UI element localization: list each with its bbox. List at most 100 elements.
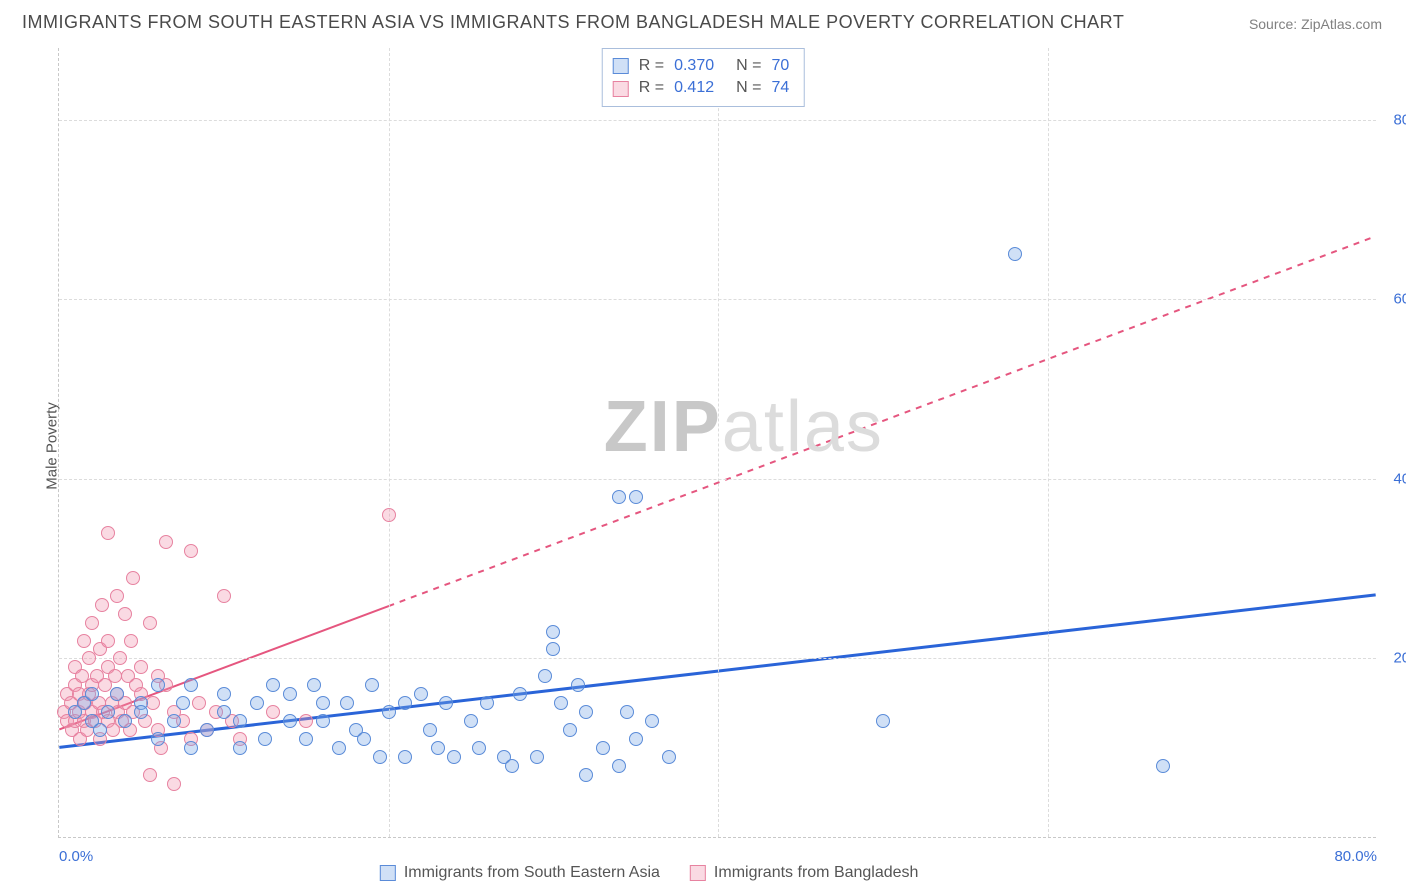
legend-stats: R =0.370N =70R =0.412N =74 bbox=[602, 48, 805, 107]
scatter-point-pink bbox=[113, 651, 127, 665]
scatter-point-blue bbox=[876, 714, 890, 728]
scatter-point-pink bbox=[159, 535, 173, 549]
legend-swatch bbox=[690, 865, 706, 881]
legend-n-value: 74 bbox=[771, 77, 789, 99]
y-tick-label: 20.0% bbox=[1381, 650, 1406, 667]
trend-line bbox=[388, 236, 1375, 606]
scatter-point-pink bbox=[101, 526, 115, 540]
x-tick-label: 0.0% bbox=[59, 848, 93, 865]
scatter-point-blue bbox=[612, 759, 626, 773]
scatter-point-blue bbox=[357, 732, 371, 746]
scatter-point-blue bbox=[571, 678, 585, 692]
scatter-point-pink bbox=[192, 696, 206, 710]
scatter-point-blue bbox=[398, 750, 412, 764]
scatter-point-pink bbox=[110, 589, 124, 603]
legend-r-value: 0.370 bbox=[674, 55, 714, 77]
scatter-point-blue bbox=[151, 678, 165, 692]
scatter-point-pink bbox=[85, 616, 99, 630]
legend-r-value: 0.412 bbox=[674, 77, 714, 99]
scatter-point-blue bbox=[629, 732, 643, 746]
scatter-point-pink bbox=[143, 616, 157, 630]
scatter-point-pink bbox=[126, 571, 140, 585]
scatter-point-blue bbox=[373, 750, 387, 764]
scatter-point-blue bbox=[217, 705, 231, 719]
scatter-point-blue bbox=[151, 732, 165, 746]
legend-swatch bbox=[613, 58, 629, 74]
scatter-point-blue bbox=[258, 732, 272, 746]
scatter-point-blue bbox=[283, 714, 297, 728]
scatter-point-blue bbox=[316, 714, 330, 728]
scatter-point-blue bbox=[480, 696, 494, 710]
legend-n-label: N = bbox=[736, 77, 761, 99]
scatter-point-blue bbox=[629, 490, 643, 504]
scatter-point-blue bbox=[447, 750, 461, 764]
scatter-point-blue bbox=[93, 723, 107, 737]
gridline-v bbox=[718, 48, 719, 837]
scatter-point-blue bbox=[662, 750, 676, 764]
scatter-point-pink bbox=[124, 634, 138, 648]
scatter-point-blue bbox=[596, 741, 610, 755]
scatter-point-blue bbox=[250, 696, 264, 710]
scatter-point-blue bbox=[217, 687, 231, 701]
scatter-point-pink bbox=[266, 705, 280, 719]
scatter-point-blue bbox=[620, 705, 634, 719]
y-tick-label: 60.0% bbox=[1381, 291, 1406, 308]
scatter-point-blue bbox=[645, 714, 659, 728]
scatter-point-pink bbox=[217, 589, 231, 603]
scatter-point-blue bbox=[233, 714, 247, 728]
scatter-point-blue bbox=[612, 490, 626, 504]
scatter-point-blue bbox=[1156, 759, 1170, 773]
scatter-point-blue bbox=[464, 714, 478, 728]
legend-r-label: R = bbox=[639, 77, 664, 99]
scatter-point-blue bbox=[307, 678, 321, 692]
scatter-point-blue bbox=[546, 625, 560, 639]
scatter-point-pink bbox=[134, 660, 148, 674]
legend-series: Immigrants from South Eastern Asia Immigr… bbox=[380, 864, 919, 882]
scatter-point-blue bbox=[431, 741, 445, 755]
scatter-point-blue bbox=[101, 705, 115, 719]
legend-series-item: Immigrants from Bangladesh bbox=[690, 864, 919, 882]
plot-area: ZIPatlas 20.0%40.0%60.0%80.0%0.0%80.0% bbox=[58, 48, 1376, 838]
scatter-point-blue bbox=[85, 687, 99, 701]
scatter-point-blue bbox=[382, 705, 396, 719]
scatter-point-blue bbox=[513, 687, 527, 701]
scatter-point-blue bbox=[472, 741, 486, 755]
scatter-point-blue bbox=[167, 714, 181, 728]
gridline-v bbox=[1048, 48, 1049, 837]
scatter-point-blue bbox=[546, 642, 560, 656]
scatter-point-blue bbox=[439, 696, 453, 710]
scatter-point-blue bbox=[554, 696, 568, 710]
scatter-point-pink bbox=[77, 634, 91, 648]
scatter-point-blue bbox=[530, 750, 544, 764]
scatter-point-pink bbox=[118, 607, 132, 621]
legend-stats-row: R = 0.412 N = 74 bbox=[613, 77, 790, 99]
scatter-point-blue bbox=[423, 723, 437, 737]
legend-swatch bbox=[380, 865, 396, 881]
legend-stats-row: R =0.370N =70 bbox=[613, 55, 790, 77]
scatter-point-blue bbox=[505, 759, 519, 773]
scatter-point-blue bbox=[134, 705, 148, 719]
scatter-point-blue bbox=[184, 741, 198, 755]
scatter-point-pink bbox=[382, 508, 396, 522]
scatter-point-blue bbox=[398, 696, 412, 710]
scatter-point-pink bbox=[299, 714, 313, 728]
legend-n-label: N = bbox=[736, 55, 761, 77]
scatter-point-blue bbox=[283, 687, 297, 701]
scatter-point-blue bbox=[184, 678, 198, 692]
scatter-point-blue bbox=[299, 732, 313, 746]
scatter-point-blue bbox=[579, 768, 593, 782]
source-credit: Source: ZipAtlas.com bbox=[1249, 16, 1382, 32]
scatter-point-pink bbox=[143, 768, 157, 782]
scatter-point-blue bbox=[176, 696, 190, 710]
scatter-point-blue bbox=[316, 696, 330, 710]
y-tick-label: 40.0% bbox=[1381, 470, 1406, 487]
scatter-point-blue bbox=[579, 705, 593, 719]
legend-series-label: Immigrants from South Eastern Asia bbox=[404, 864, 660, 882]
scatter-point-blue bbox=[414, 687, 428, 701]
scatter-point-pink bbox=[95, 598, 109, 612]
scatter-point-blue bbox=[340, 696, 354, 710]
scatter-point-pink bbox=[101, 634, 115, 648]
scatter-point-blue bbox=[538, 669, 552, 683]
chart-title: IMMIGRANTS FROM SOUTH EASTERN ASIA VS IM… bbox=[22, 12, 1124, 33]
scatter-point-blue bbox=[563, 723, 577, 737]
